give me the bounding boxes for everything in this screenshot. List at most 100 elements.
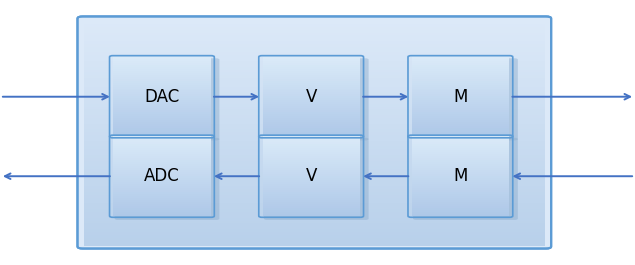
FancyBboxPatch shape: [411, 200, 509, 202]
FancyBboxPatch shape: [113, 85, 211, 87]
FancyBboxPatch shape: [113, 200, 211, 202]
FancyBboxPatch shape: [113, 154, 211, 156]
FancyBboxPatch shape: [411, 112, 509, 114]
FancyBboxPatch shape: [113, 164, 211, 166]
FancyBboxPatch shape: [411, 69, 509, 71]
FancyBboxPatch shape: [263, 152, 359, 154]
FancyBboxPatch shape: [113, 61, 211, 63]
FancyBboxPatch shape: [113, 92, 211, 95]
FancyBboxPatch shape: [113, 112, 211, 114]
FancyBboxPatch shape: [411, 160, 509, 162]
FancyBboxPatch shape: [263, 190, 359, 192]
FancyBboxPatch shape: [84, 30, 545, 33]
FancyBboxPatch shape: [84, 135, 545, 138]
FancyBboxPatch shape: [411, 120, 509, 122]
FancyBboxPatch shape: [113, 176, 211, 178]
FancyBboxPatch shape: [263, 160, 359, 162]
FancyBboxPatch shape: [263, 168, 359, 170]
FancyBboxPatch shape: [411, 59, 509, 61]
FancyBboxPatch shape: [411, 202, 509, 204]
Text: M: M: [453, 88, 467, 106]
FancyBboxPatch shape: [411, 85, 509, 87]
FancyBboxPatch shape: [113, 168, 211, 170]
FancyBboxPatch shape: [113, 77, 211, 79]
FancyBboxPatch shape: [263, 140, 359, 143]
FancyBboxPatch shape: [84, 90, 545, 92]
FancyBboxPatch shape: [263, 180, 359, 182]
FancyBboxPatch shape: [84, 67, 545, 70]
FancyBboxPatch shape: [113, 150, 211, 152]
FancyBboxPatch shape: [411, 206, 509, 208]
FancyBboxPatch shape: [263, 65, 359, 67]
FancyBboxPatch shape: [411, 148, 509, 151]
FancyBboxPatch shape: [263, 86, 359, 89]
FancyBboxPatch shape: [113, 130, 211, 132]
FancyBboxPatch shape: [113, 89, 211, 91]
FancyBboxPatch shape: [411, 73, 509, 75]
FancyBboxPatch shape: [263, 59, 359, 61]
FancyBboxPatch shape: [113, 138, 211, 140]
FancyBboxPatch shape: [84, 166, 545, 170]
FancyBboxPatch shape: [84, 232, 545, 235]
FancyBboxPatch shape: [113, 96, 211, 99]
FancyBboxPatch shape: [411, 92, 509, 95]
FancyBboxPatch shape: [263, 100, 359, 103]
FancyBboxPatch shape: [113, 144, 211, 146]
FancyBboxPatch shape: [84, 58, 545, 61]
FancyBboxPatch shape: [411, 100, 509, 103]
FancyBboxPatch shape: [84, 149, 545, 152]
FancyBboxPatch shape: [263, 108, 359, 111]
FancyBboxPatch shape: [84, 238, 545, 241]
FancyBboxPatch shape: [411, 81, 509, 83]
FancyBboxPatch shape: [113, 91, 211, 93]
FancyBboxPatch shape: [113, 188, 211, 190]
FancyBboxPatch shape: [84, 201, 545, 204]
FancyBboxPatch shape: [113, 71, 211, 73]
FancyBboxPatch shape: [84, 95, 545, 98]
FancyBboxPatch shape: [113, 190, 211, 192]
FancyBboxPatch shape: [113, 81, 211, 83]
FancyBboxPatch shape: [411, 99, 509, 101]
FancyBboxPatch shape: [263, 138, 359, 140]
FancyBboxPatch shape: [263, 206, 359, 208]
FancyBboxPatch shape: [113, 198, 211, 200]
FancyBboxPatch shape: [113, 160, 211, 162]
FancyBboxPatch shape: [263, 154, 359, 156]
FancyBboxPatch shape: [113, 194, 211, 196]
FancyBboxPatch shape: [411, 83, 509, 85]
FancyBboxPatch shape: [411, 142, 509, 144]
FancyBboxPatch shape: [411, 162, 509, 164]
FancyBboxPatch shape: [114, 138, 220, 220]
FancyBboxPatch shape: [84, 158, 545, 161]
FancyBboxPatch shape: [113, 140, 211, 143]
FancyBboxPatch shape: [113, 100, 211, 103]
FancyBboxPatch shape: [113, 69, 211, 71]
FancyBboxPatch shape: [113, 136, 211, 138]
FancyBboxPatch shape: [84, 92, 545, 95]
FancyBboxPatch shape: [84, 241, 545, 244]
FancyBboxPatch shape: [411, 75, 509, 77]
FancyBboxPatch shape: [84, 175, 545, 178]
FancyBboxPatch shape: [84, 36, 545, 38]
FancyBboxPatch shape: [263, 134, 359, 136]
FancyBboxPatch shape: [84, 178, 545, 181]
FancyBboxPatch shape: [84, 186, 545, 189]
FancyBboxPatch shape: [113, 103, 211, 105]
FancyBboxPatch shape: [263, 214, 359, 216]
FancyBboxPatch shape: [113, 107, 211, 109]
FancyBboxPatch shape: [113, 111, 211, 113]
FancyBboxPatch shape: [113, 59, 211, 61]
FancyBboxPatch shape: [411, 168, 509, 170]
FancyBboxPatch shape: [114, 58, 220, 140]
FancyBboxPatch shape: [263, 184, 359, 186]
FancyBboxPatch shape: [411, 186, 509, 188]
FancyBboxPatch shape: [263, 57, 359, 59]
FancyBboxPatch shape: [263, 118, 359, 121]
FancyBboxPatch shape: [411, 63, 509, 65]
FancyBboxPatch shape: [84, 101, 545, 104]
FancyBboxPatch shape: [113, 67, 211, 69]
FancyBboxPatch shape: [411, 198, 509, 200]
FancyBboxPatch shape: [411, 184, 509, 186]
FancyBboxPatch shape: [263, 146, 359, 148]
FancyBboxPatch shape: [411, 128, 509, 131]
